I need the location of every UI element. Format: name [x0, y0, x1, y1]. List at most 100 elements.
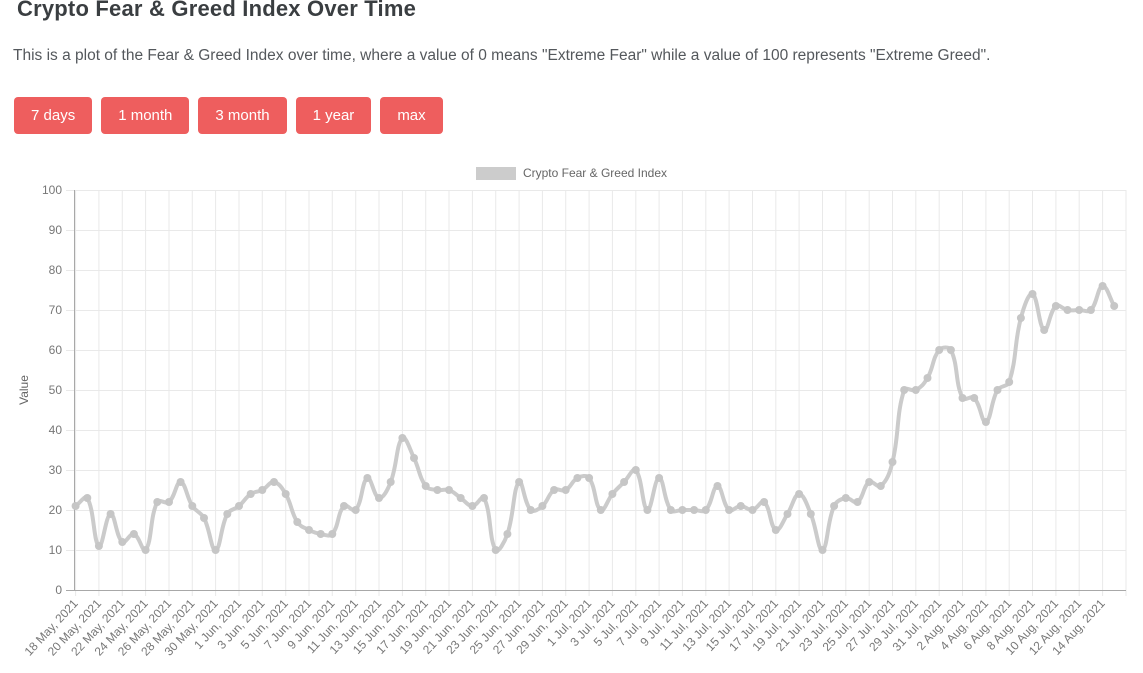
page-description: This is a plot of the Fear & Greed Index… [13, 47, 991, 64]
data-point [853, 498, 862, 506]
data-point [223, 510, 232, 518]
data-point [1075, 306, 1084, 314]
data-point [701, 506, 710, 514]
data-point [643, 506, 652, 514]
data-point [736, 502, 745, 510]
data-point [328, 530, 337, 538]
data-point [865, 478, 874, 486]
fear-greed-line [74, 284, 1116, 553]
data-point [666, 506, 675, 514]
data-point [620, 478, 629, 486]
data-point [888, 458, 897, 466]
data-point [725, 506, 734, 514]
data-point [258, 486, 267, 494]
y-tick-label: 10 [49, 543, 63, 557]
data-point [783, 510, 792, 518]
data-point [398, 434, 407, 442]
data-point [246, 490, 255, 498]
data-point [596, 506, 605, 514]
range-button-1month[interactable]: 1 month [101, 97, 190, 134]
data-point [1016, 314, 1025, 322]
data-point [678, 506, 687, 514]
data-point [293, 518, 302, 526]
y-tick-label: 20 [49, 503, 63, 517]
data-point [176, 478, 185, 486]
data-point [375, 494, 383, 502]
data-point [1110, 302, 1119, 310]
data-point [970, 394, 979, 402]
data-point [1086, 306, 1095, 314]
data-point [655, 474, 664, 482]
data-point [1098, 282, 1107, 290]
legend-label: Crypto Fear & Greed Index [522, 166, 668, 180]
data-point [118, 538, 127, 546]
data-point [538, 502, 547, 510]
data-point [281, 490, 290, 498]
data-point [608, 490, 617, 498]
data-point [316, 530, 325, 538]
data-point [713, 482, 722, 490]
chart-legend[interactable]: Crypto Fear & Greed Index [0, 166, 1143, 180]
data-point [1005, 378, 1014, 386]
range-button-3month[interactable]: 3 month [198, 97, 287, 134]
data-point [386, 478, 395, 486]
data-point [1063, 306, 1072, 314]
data-point [830, 502, 839, 510]
data-point [106, 510, 115, 518]
data-point [993, 386, 1002, 394]
data-point [690, 506, 699, 514]
data-point [760, 498, 769, 506]
y-tick-label: 50 [49, 383, 63, 397]
data-point [503, 530, 512, 538]
data-point [71, 502, 80, 510]
data-point [1051, 302, 1060, 310]
data-point [83, 494, 92, 502]
range-button-max[interactable]: max [380, 97, 443, 134]
data-point [188, 502, 197, 510]
data-point [958, 394, 967, 402]
page-title: Crypto Fear & Greed Index Over Time [17, 0, 417, 21]
data-point [165, 498, 173, 506]
data-point [515, 478, 524, 486]
data-point [468, 502, 477, 510]
data-point [573, 474, 582, 482]
data-point [981, 418, 990, 426]
range-button-7days[interactable]: 7 days [14, 97, 93, 134]
data-point [631, 466, 640, 474]
data-point [480, 494, 488, 502]
data-point [305, 526, 313, 534]
data-point [561, 486, 570, 494]
data-point [491, 546, 500, 554]
data-point [153, 498, 162, 506]
data-point [748, 506, 757, 514]
data-point [923, 374, 932, 382]
range-buttons: 7 days 1 month 3 month 1 year max [14, 97, 443, 134]
legend-swatch-icon [475, 166, 516, 180]
data-point [935, 346, 944, 354]
data-point [876, 482, 885, 490]
y-tick-label: 70 [49, 303, 63, 317]
data-point [211, 546, 220, 554]
range-button-1year[interactable]: 1 year [295, 97, 372, 134]
data-point [235, 502, 243, 510]
data-point [795, 490, 804, 498]
data-point [526, 506, 535, 514]
y-tick-label: 90 [49, 223, 63, 237]
data-point [550, 486, 559, 494]
y-tick-label: 100 [42, 183, 62, 197]
y-tick-label: 30 [49, 463, 63, 477]
y-tick-label: 60 [49, 343, 63, 357]
data-point [456, 494, 465, 502]
data-point [410, 454, 418, 462]
data-point [433, 486, 442, 494]
data-point [363, 474, 372, 482]
data-point [421, 482, 430, 490]
data-point [200, 514, 208, 522]
data-point [94, 542, 103, 550]
data-point [445, 486, 453, 494]
data-point [270, 478, 278, 486]
data-point [351, 506, 360, 514]
data-point [1040, 326, 1049, 334]
